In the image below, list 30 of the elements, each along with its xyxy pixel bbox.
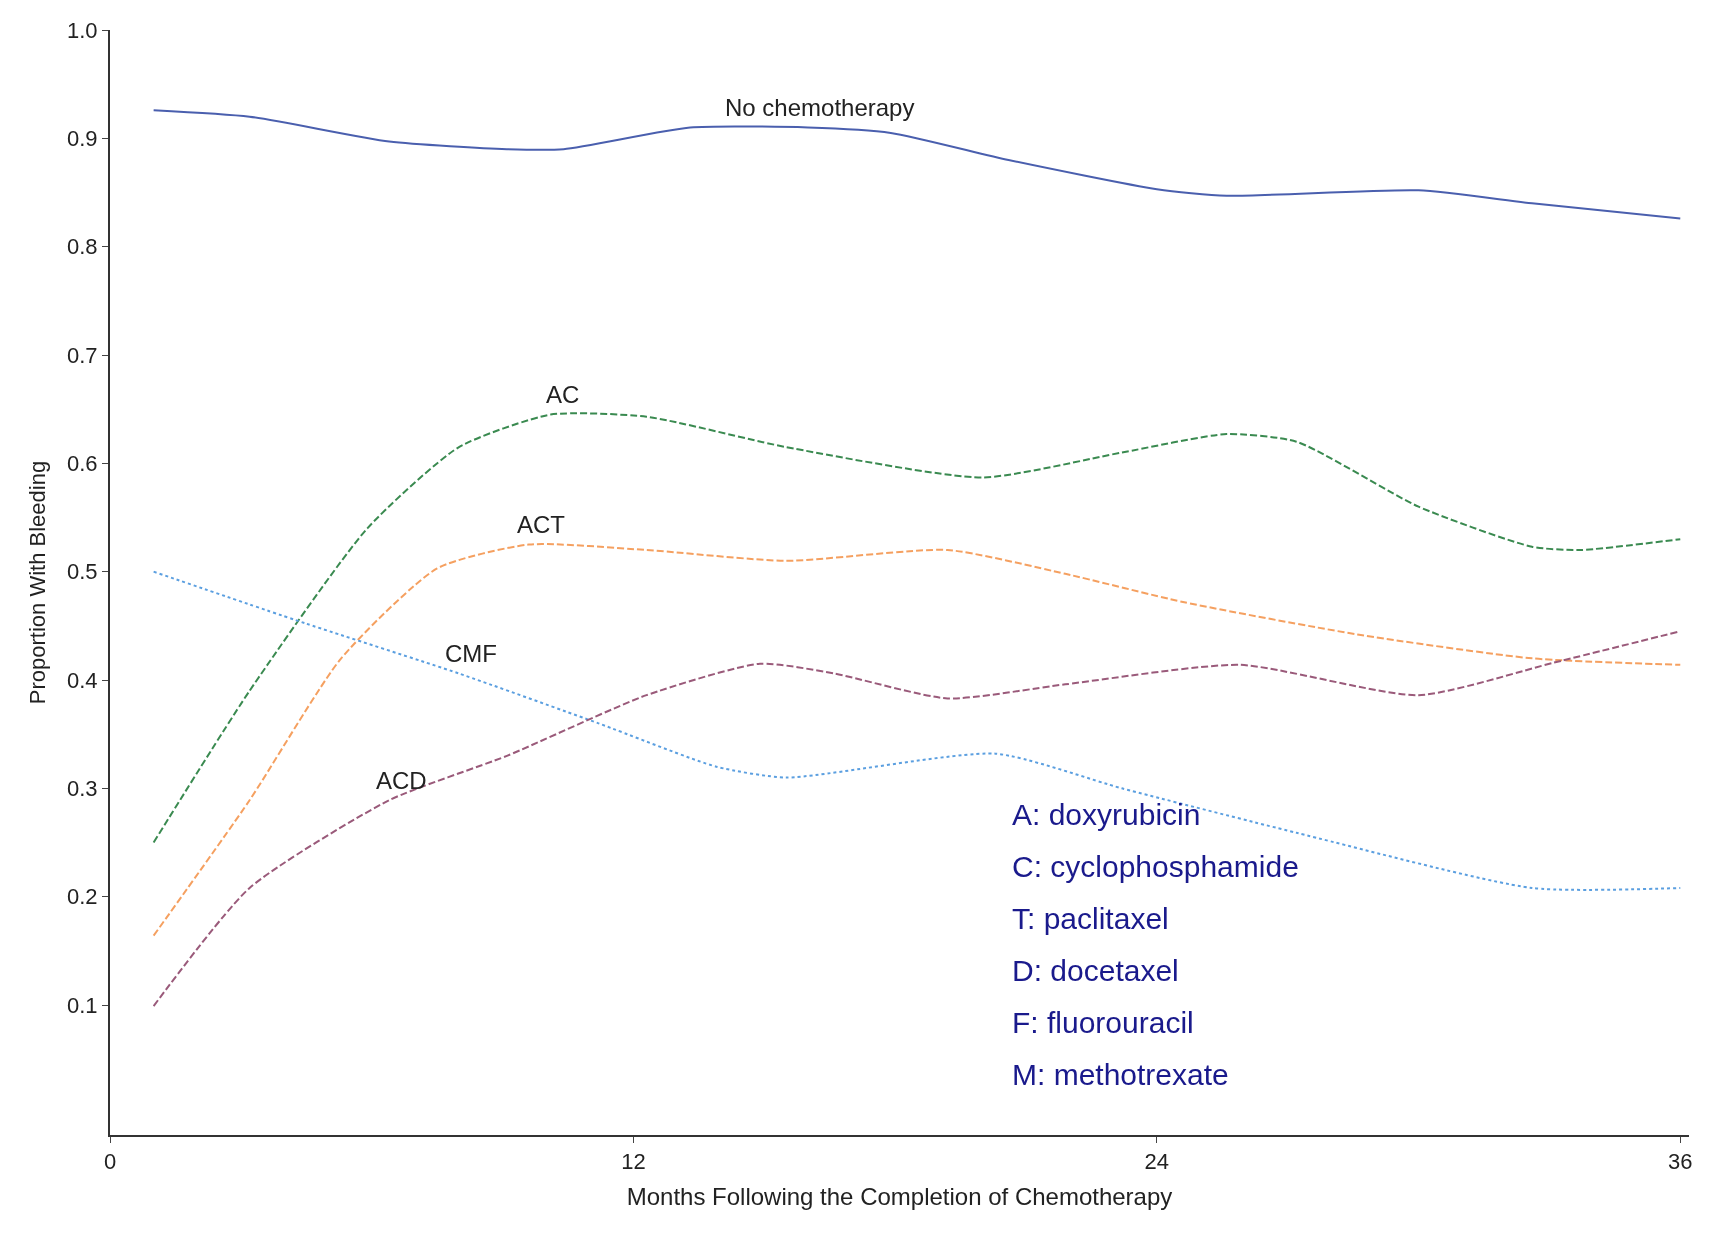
annotation: ACT [517, 511, 566, 538]
annotation: AC [546, 381, 580, 408]
line-series [152, 412, 1682, 844]
annotation: CMF [445, 640, 497, 667]
y-tick-label: 0.4 [67, 667, 98, 693]
line-series [152, 570, 1682, 891]
x-axis-title: Months Following the Completion of Chemotherapy [626, 1183, 1173, 1211]
annotation: M: methotrexate [1012, 1058, 1229, 1091]
annotation: T: paclitaxel [1012, 902, 1169, 935]
annotation: No chemotherapy [725, 94, 915, 121]
annotation: F: fluorouracil [1012, 1006, 1194, 1039]
annotation: A: doxyrubicin [1012, 798, 1201, 831]
y-tick-label: 0.6 [67, 451, 98, 477]
y-tick-label: 0.3 [67, 776, 98, 802]
y-tick-label: 0.1 [67, 992, 98, 1018]
x-tick-label: 36 [1668, 1149, 1693, 1175]
y-axis-title: Proportion With Bleeding [25, 460, 51, 705]
y-tick-label: 0.5 [67, 559, 98, 585]
y-tick-label: 0.8 [67, 234, 98, 260]
line-series [152, 543, 1682, 937]
annotation: D: docetaxel [1012, 954, 1179, 987]
x-tick-label: 24 [1144, 1149, 1170, 1175]
annotation: ACD [376, 767, 427, 794]
y-tick-label: 0.7 [67, 342, 98, 368]
y-tick-label: 1.0 [67, 17, 98, 43]
x-tick-label: 12 [621, 1149, 646, 1175]
annotation: C: cyclophosphamide [1012, 850, 1299, 883]
y-tick-label: 0.2 [67, 884, 98, 910]
y-tick-label: 0.9 [67, 126, 98, 152]
x-tick-label: 0 [103, 1149, 117, 1175]
